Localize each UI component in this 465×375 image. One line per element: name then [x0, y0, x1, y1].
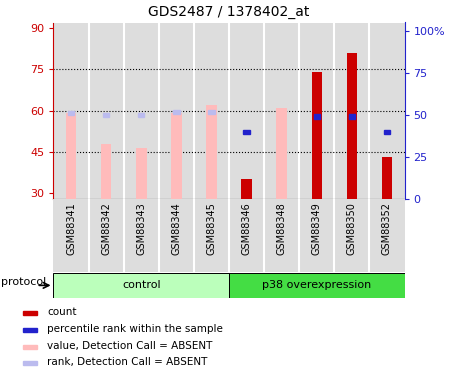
Bar — [382, 158, 392, 199]
Bar — [136, 148, 146, 199]
Text: GSM88346: GSM88346 — [241, 202, 252, 255]
Bar — [346, 53, 357, 199]
Bar — [88, 199, 124, 272]
Text: protocol: protocol — [1, 278, 46, 287]
FancyBboxPatch shape — [53, 273, 229, 298]
Bar — [384, 129, 390, 134]
Bar — [206, 105, 217, 199]
Text: GSM88345: GSM88345 — [206, 202, 217, 255]
Bar — [159, 199, 194, 272]
Bar — [23, 328, 37, 332]
Bar — [101, 144, 112, 199]
Bar — [264, 22, 299, 199]
Bar — [369, 199, 405, 272]
Bar — [334, 199, 370, 272]
Text: GSM88348: GSM88348 — [277, 202, 287, 255]
Text: GSM88350: GSM88350 — [347, 202, 357, 255]
Bar — [23, 362, 37, 365]
Text: GSM88341: GSM88341 — [66, 202, 76, 255]
Bar — [53, 22, 88, 199]
Bar — [241, 180, 252, 199]
Bar — [208, 110, 215, 114]
Text: GSM88349: GSM88349 — [312, 202, 322, 255]
Bar — [66, 113, 76, 199]
Text: percentile rank within the sample: percentile rank within the sample — [47, 324, 223, 334]
Bar — [124, 22, 159, 199]
Bar — [349, 114, 355, 118]
Bar — [229, 199, 264, 272]
Bar — [194, 199, 229, 272]
Text: count: count — [47, 307, 77, 317]
Bar — [243, 129, 250, 134]
Bar — [124, 199, 159, 272]
Bar — [312, 72, 322, 199]
Bar — [171, 113, 182, 199]
Bar — [229, 22, 264, 199]
Text: control: control — [122, 280, 160, 290]
Text: GSM88352: GSM88352 — [382, 202, 392, 255]
Bar — [138, 113, 145, 117]
Text: value, Detection Call = ABSENT: value, Detection Call = ABSENT — [47, 340, 213, 351]
Bar — [194, 22, 229, 199]
Bar — [264, 199, 299, 272]
Bar — [103, 113, 109, 117]
Bar — [334, 22, 369, 199]
Bar — [23, 312, 37, 315]
Bar — [313, 114, 320, 118]
Bar — [299, 199, 334, 272]
Bar — [23, 345, 37, 349]
Text: GSM88342: GSM88342 — [101, 202, 111, 255]
Bar — [159, 22, 194, 199]
Bar — [88, 22, 124, 199]
Text: GSM88344: GSM88344 — [171, 202, 181, 255]
FancyBboxPatch shape — [229, 273, 405, 298]
Bar — [68, 111, 74, 116]
Bar — [276, 108, 287, 199]
Text: p38 overexpression: p38 overexpression — [262, 280, 372, 290]
Bar — [173, 110, 179, 114]
Text: GSM88343: GSM88343 — [136, 202, 146, 255]
Title: GDS2487 / 1378402_at: GDS2487 / 1378402_at — [148, 5, 310, 19]
Bar — [369, 22, 405, 199]
Text: rank, Detection Call = ABSENT: rank, Detection Call = ABSENT — [47, 357, 207, 367]
Bar — [53, 199, 88, 272]
Bar — [299, 22, 334, 199]
